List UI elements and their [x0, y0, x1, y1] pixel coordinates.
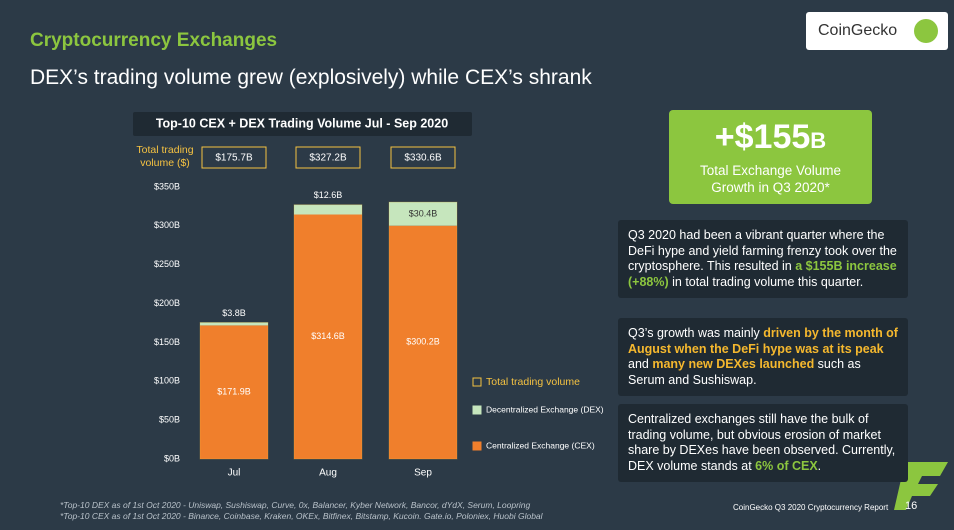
data-label: $12.6B: [314, 190, 343, 200]
text: in total trading volume this quarter.: [668, 274, 864, 289]
logo-icon: [914, 19, 938, 43]
data-label: $3.8B: [222, 308, 246, 318]
y-tick-label: $100B: [154, 376, 180, 386]
legend-swatch: [472, 377, 482, 387]
y-tick-label: $0B: [164, 453, 180, 463]
text: Q3’s growth was mainly: [628, 326, 764, 340]
total-label: $330.6B: [404, 153, 442, 164]
x-tick-label: Sep: [414, 468, 432, 479]
bar-segment: [200, 325, 268, 459]
x-tick-label: Aug: [319, 468, 337, 479]
bar-segment: [294, 204, 362, 215]
data-label: $30.4B: [409, 208, 438, 218]
total-outline: [293, 204, 363, 460]
y-tick-label: $350B: [154, 181, 180, 191]
page-number: 16: [905, 500, 918, 512]
callout: +$155B Total Exchange Volume Growth in Q…: [669, 110, 872, 204]
section-title: Cryptocurrency Exchanges: [30, 30, 278, 51]
y-tick-label: $150B: [154, 337, 180, 347]
footnote: *Top-10 CEX as of 1st Oct 2020 - Binance…: [60, 511, 543, 521]
text: .: [817, 458, 822, 473]
y-tick-label: $200B: [154, 298, 180, 308]
text: Q3 2020 had been a vibrant quarter where…: [628, 228, 897, 273]
y-tick-label: $50B: [159, 415, 180, 425]
callout-unit: B: [810, 128, 827, 153]
highlight: 6% of CEX: [755, 458, 818, 473]
text: such as Serum and Sushiswap.: [628, 357, 861, 387]
total-label: $327.2B: [309, 153, 347, 164]
total-outline: [388, 201, 458, 460]
paragraph: Q3 2020 had been a vibrant quarter where…: [618, 220, 908, 298]
callout-text: Total Exchange Volume Growth in Q3 2020*: [699, 163, 842, 195]
bar-segment: [200, 322, 268, 326]
headline: DEX’s trading volume grew (explosively) …: [30, 66, 592, 89]
total-box: [295, 146, 361, 169]
paragraph: Centralized exchanges still have the bul…: [618, 404, 908, 482]
logo-text: CoinGecko: [818, 22, 898, 39]
chart-title: Top-10 CEX + DEX Trading Volume Jul - Se…: [156, 116, 448, 130]
total-box: [201, 146, 267, 169]
legend-label: Centralized Exchange (CEX): [486, 440, 595, 450]
legend-swatch: [472, 441, 482, 451]
totals-label: Total trading volume ($): [136, 144, 194, 169]
y-tick-label: $300B: [154, 220, 180, 230]
footnotes: *Top-10 DEX as of 1st Oct 2020 - Uniswap…: [60, 500, 543, 522]
total-outline: [199, 322, 269, 460]
bar-segment: [294, 214, 362, 459]
legend-label: Total trading volume: [486, 376, 580, 388]
callout-number: +$155: [714, 118, 811, 156]
text: and: [628, 357, 653, 371]
legend-label: Decentralized Exchange (DEX): [486, 404, 604, 414]
data-label: $300.2B: [406, 337, 440, 347]
text: Centralized exchanges still have the bul…: [628, 412, 896, 473]
highlight: a $155B increase (+88%): [628, 259, 897, 289]
logo: CoinGecko: [806, 12, 948, 50]
data-label: $314.6B: [311, 331, 345, 341]
x-tick-label: Jul: [228, 468, 241, 479]
total-box: [390, 146, 456, 169]
total-label: $175.7B: [215, 153, 253, 164]
bar-segment: [389, 202, 457, 226]
legend-swatch: [472, 405, 482, 415]
highlight: driven by the month of August when the D…: [628, 326, 898, 356]
highlight: many new DEXes launched: [652, 357, 815, 371]
callout-value: +$155B: [669, 118, 872, 157]
paragraph: Q3’s growth was mainly driven by the mon…: [618, 318, 908, 396]
bar-segment: [389, 225, 457, 459]
y-tick-label: $250B: [154, 259, 180, 269]
chart-title-box: [133, 112, 472, 136]
data-label: $171.9B: [217, 387, 251, 397]
footnote: *Top-10 DEX as of 1st Oct 2020 - Uniswap…: [60, 500, 531, 510]
report-name: CoinGecko Q3 2020 Cryptocurrency Report: [733, 503, 889, 512]
